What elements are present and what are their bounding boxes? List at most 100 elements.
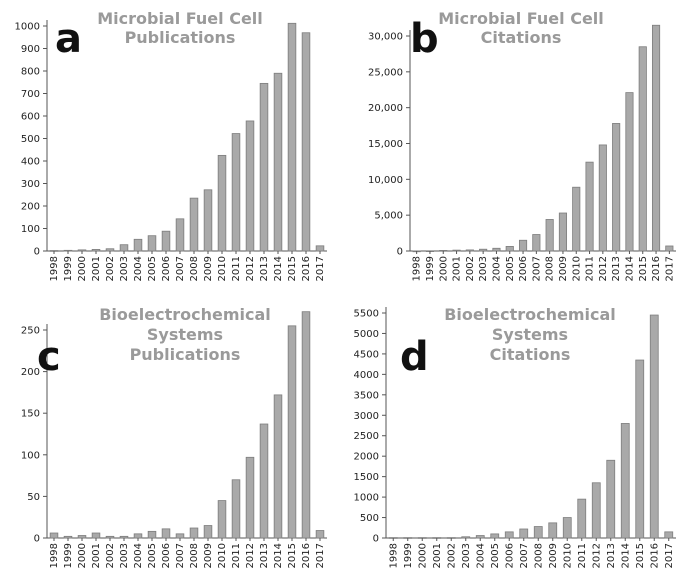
bar-2010 [217,154,227,252]
bar-2012 [245,456,255,539]
x-tick-label: 2005 [505,256,516,281]
x-tick-label: 2006 [504,543,515,568]
bar-2014 [625,92,634,252]
y-tick-label: 200 [21,202,40,213]
x-tick-label: 2015 [638,256,649,281]
x-tick-label: 1998 [49,543,60,568]
bar-2000 [77,535,87,539]
x-tick-label: 2001 [91,543,102,568]
bar-2005 [147,235,157,252]
x-tick-label: 2004 [133,256,144,281]
bar-2008 [533,526,543,539]
chart-panel-a: 0 100 200 300 400 500 600 700 800 900 1000 1998 1999… [15,9,327,281]
bar-2010 [217,500,227,539]
x-tick-label: 2008 [533,543,544,568]
bar-2007 [519,528,529,539]
y-tick-label: 100 [21,450,40,461]
x-tick-label: 2017 [315,256,326,281]
bar-2004 [133,238,143,252]
y-tick-label: 15,000 [368,139,403,150]
chart-title-line: Systems [147,325,223,344]
x-tick-label: 2010 [571,256,582,281]
panel-letter: b [410,16,439,62]
x-tick-label: 2007 [519,543,530,568]
x-tick-label: 2000 [417,543,428,568]
x-tick-label: 2016 [301,256,312,281]
x-tick-label: 2003 [461,543,472,568]
bar-2006 [518,239,528,252]
x-tick-label: 1998 [49,256,60,281]
x-tick-label: 2003 [119,543,130,568]
bar-2017 [315,530,325,539]
x-tick-label: 1999 [63,256,74,281]
bar-2012 [591,482,601,539]
y-tick-label: 0 [34,247,40,258]
x-tick-label: 2002 [446,543,457,568]
chart-title-line: Microbial Fuel Cell [97,9,263,28]
x-tick-label: 2011 [577,543,588,568]
bar-2013 [259,423,269,539]
x-tick-label: 2004 [133,543,144,568]
bar-2011 [585,161,594,252]
x-tick-label: 2013 [606,543,617,568]
x-tick-label: 1998 [412,256,423,281]
x-tick-label: 2015 [635,543,646,568]
bar-2003 [119,535,129,539]
chart-panel-b: 0 5,000 10,000 15,000 20,000 25,000 30,000 1998… [368,9,676,281]
x-tick-label: 2000 [77,256,88,281]
x-tick-label: 2004 [475,543,486,568]
x-tick-label: 1999 [403,543,414,568]
x-tick-label: 2001 [91,256,102,281]
x-tick-label: 2000 [77,543,88,568]
bar-2010 [562,517,572,539]
bar-2007 [175,533,185,539]
x-tick-label: 2012 [591,543,602,568]
x-tick-label: 2006 [161,543,172,568]
bar-2007 [532,234,541,252]
y-tick-label: 5,000 [374,211,403,222]
chart-title-line: Microbial Fuel Cell [438,9,604,28]
y-tick-label: 400 [21,157,40,168]
x-tick-label: 2000 [438,256,449,281]
y-tick-label: 4500 [354,349,379,360]
x-tick-label: 2005 [147,256,158,281]
y-tick-label: 5000 [354,329,379,340]
x-tick-label: 2008 [189,543,200,568]
y-tick-label: 0 [397,247,403,258]
bar-2013 [612,123,621,252]
bar-2006 [161,230,171,252]
bar-2001 [91,532,101,539]
y-tick-label: 0 [34,534,40,545]
bar-2012 [598,144,607,252]
bar-2015 [287,325,297,539]
chart-panel-d: 0 500 1000 1500 2000 2500 3000 3500 4000 4500 5000… [354,305,676,568]
bar-2011 [231,479,241,539]
x-tick-label: 2013 [259,256,270,281]
bar-2015 [635,359,645,539]
x-tick-label: 2010 [217,256,228,281]
bar-1999 [63,535,73,539]
x-tick-label: 2012 [245,543,256,568]
bar-2005 [490,533,500,539]
bar-2008 [545,219,554,252]
bar-1998 [49,532,59,539]
x-tick-label: 2009 [203,543,214,568]
panel-letter: d [400,334,429,380]
bar-2009 [548,522,558,539]
y-tick-label: 1500 [354,472,379,483]
bar-2002 [105,248,115,252]
x-tick-label: 2001 [432,543,443,568]
x-tick-label: 2015 [287,543,298,568]
x-tick-label: 2014 [624,256,635,281]
x-tick-label: 2009 [203,256,214,281]
x-tick-label: 2002 [465,256,476,281]
y-tick-label: 250 [21,326,40,337]
bar-2016 [301,32,311,252]
bar-2015 [638,46,647,252]
x-tick-label: 2002 [105,543,116,568]
y-tick-label: 900 [21,44,40,55]
x-tick-label: 2007 [531,256,542,281]
x-tick-label: 2009 [548,543,559,568]
y-tick-label: 2000 [354,452,379,463]
chart-title-line: Citations [490,345,571,364]
